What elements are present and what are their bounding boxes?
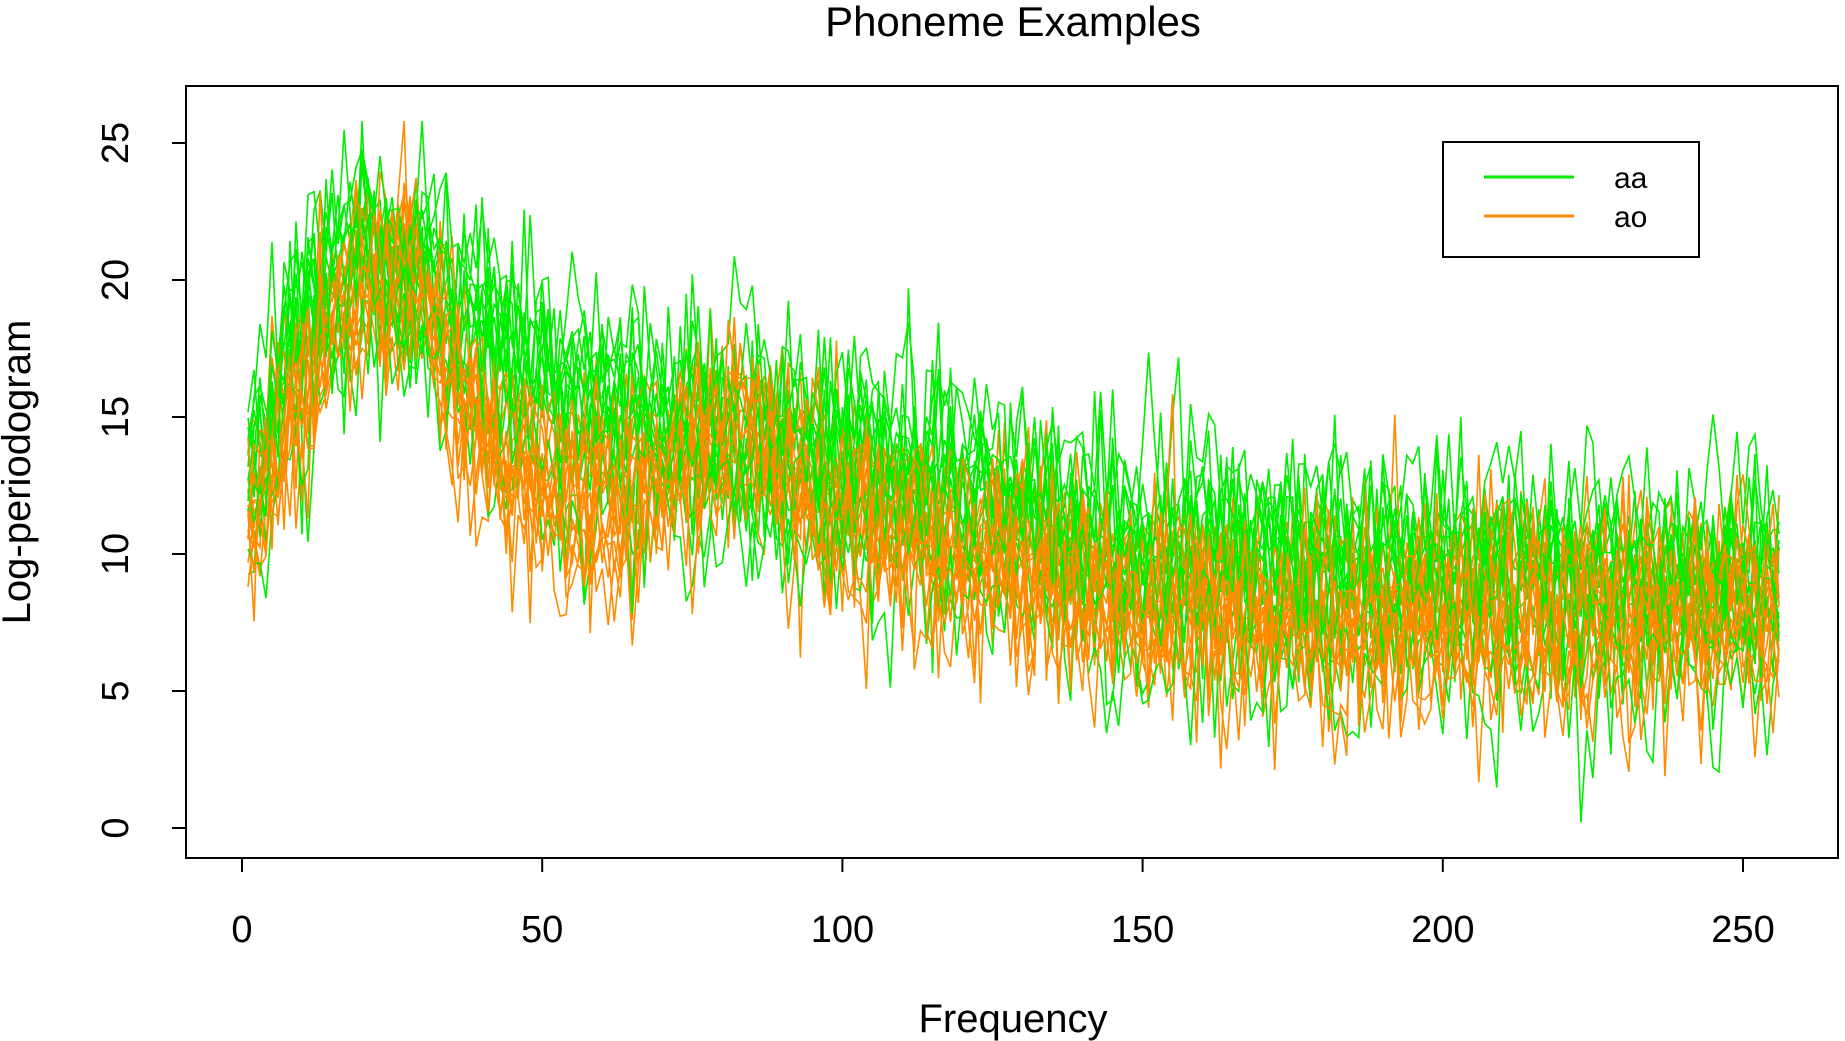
y-tick-label: 15	[95, 396, 137, 438]
y-tick-label: 5	[95, 680, 137, 701]
chart-title: Phoneme Examples	[825, 0, 1201, 45]
series-line-aa-12	[247, 121, 1780, 607]
legend-label-ao: ao	[1614, 201, 1647, 234]
x-axis: 0 50 100 150 200 250	[231, 857, 1775, 951]
y-axis: 0 5 10 15 20 25	[95, 122, 187, 839]
legend-label-aa: aa	[1614, 162, 1648, 195]
series-layer	[247, 121, 1780, 823]
y-tick-label: 10	[95, 533, 137, 575]
y-tick-label: 25	[95, 122, 137, 164]
series-line-ao-14	[247, 213, 1780, 701]
x-axis-label: Frequency	[919, 997, 1108, 1041]
x-tick-label: 250	[1711, 909, 1774, 951]
series-line-ao-13	[247, 192, 1780, 702]
legend-box	[1442, 141, 1700, 258]
legend: aa ao	[1442, 141, 1700, 258]
series-line-aa-14	[247, 212, 1780, 700]
y-axis-label: Log-periodogram	[0, 320, 39, 625]
x-tick-label: 50	[521, 909, 563, 951]
y-tick-label: 20	[95, 259, 137, 301]
y-tick-label: 0	[95, 817, 137, 838]
x-tick-label: 100	[811, 909, 874, 951]
x-tick-label: 150	[1111, 909, 1174, 951]
x-tick-label: 0	[231, 909, 252, 951]
x-tick-label: 200	[1411, 909, 1474, 951]
